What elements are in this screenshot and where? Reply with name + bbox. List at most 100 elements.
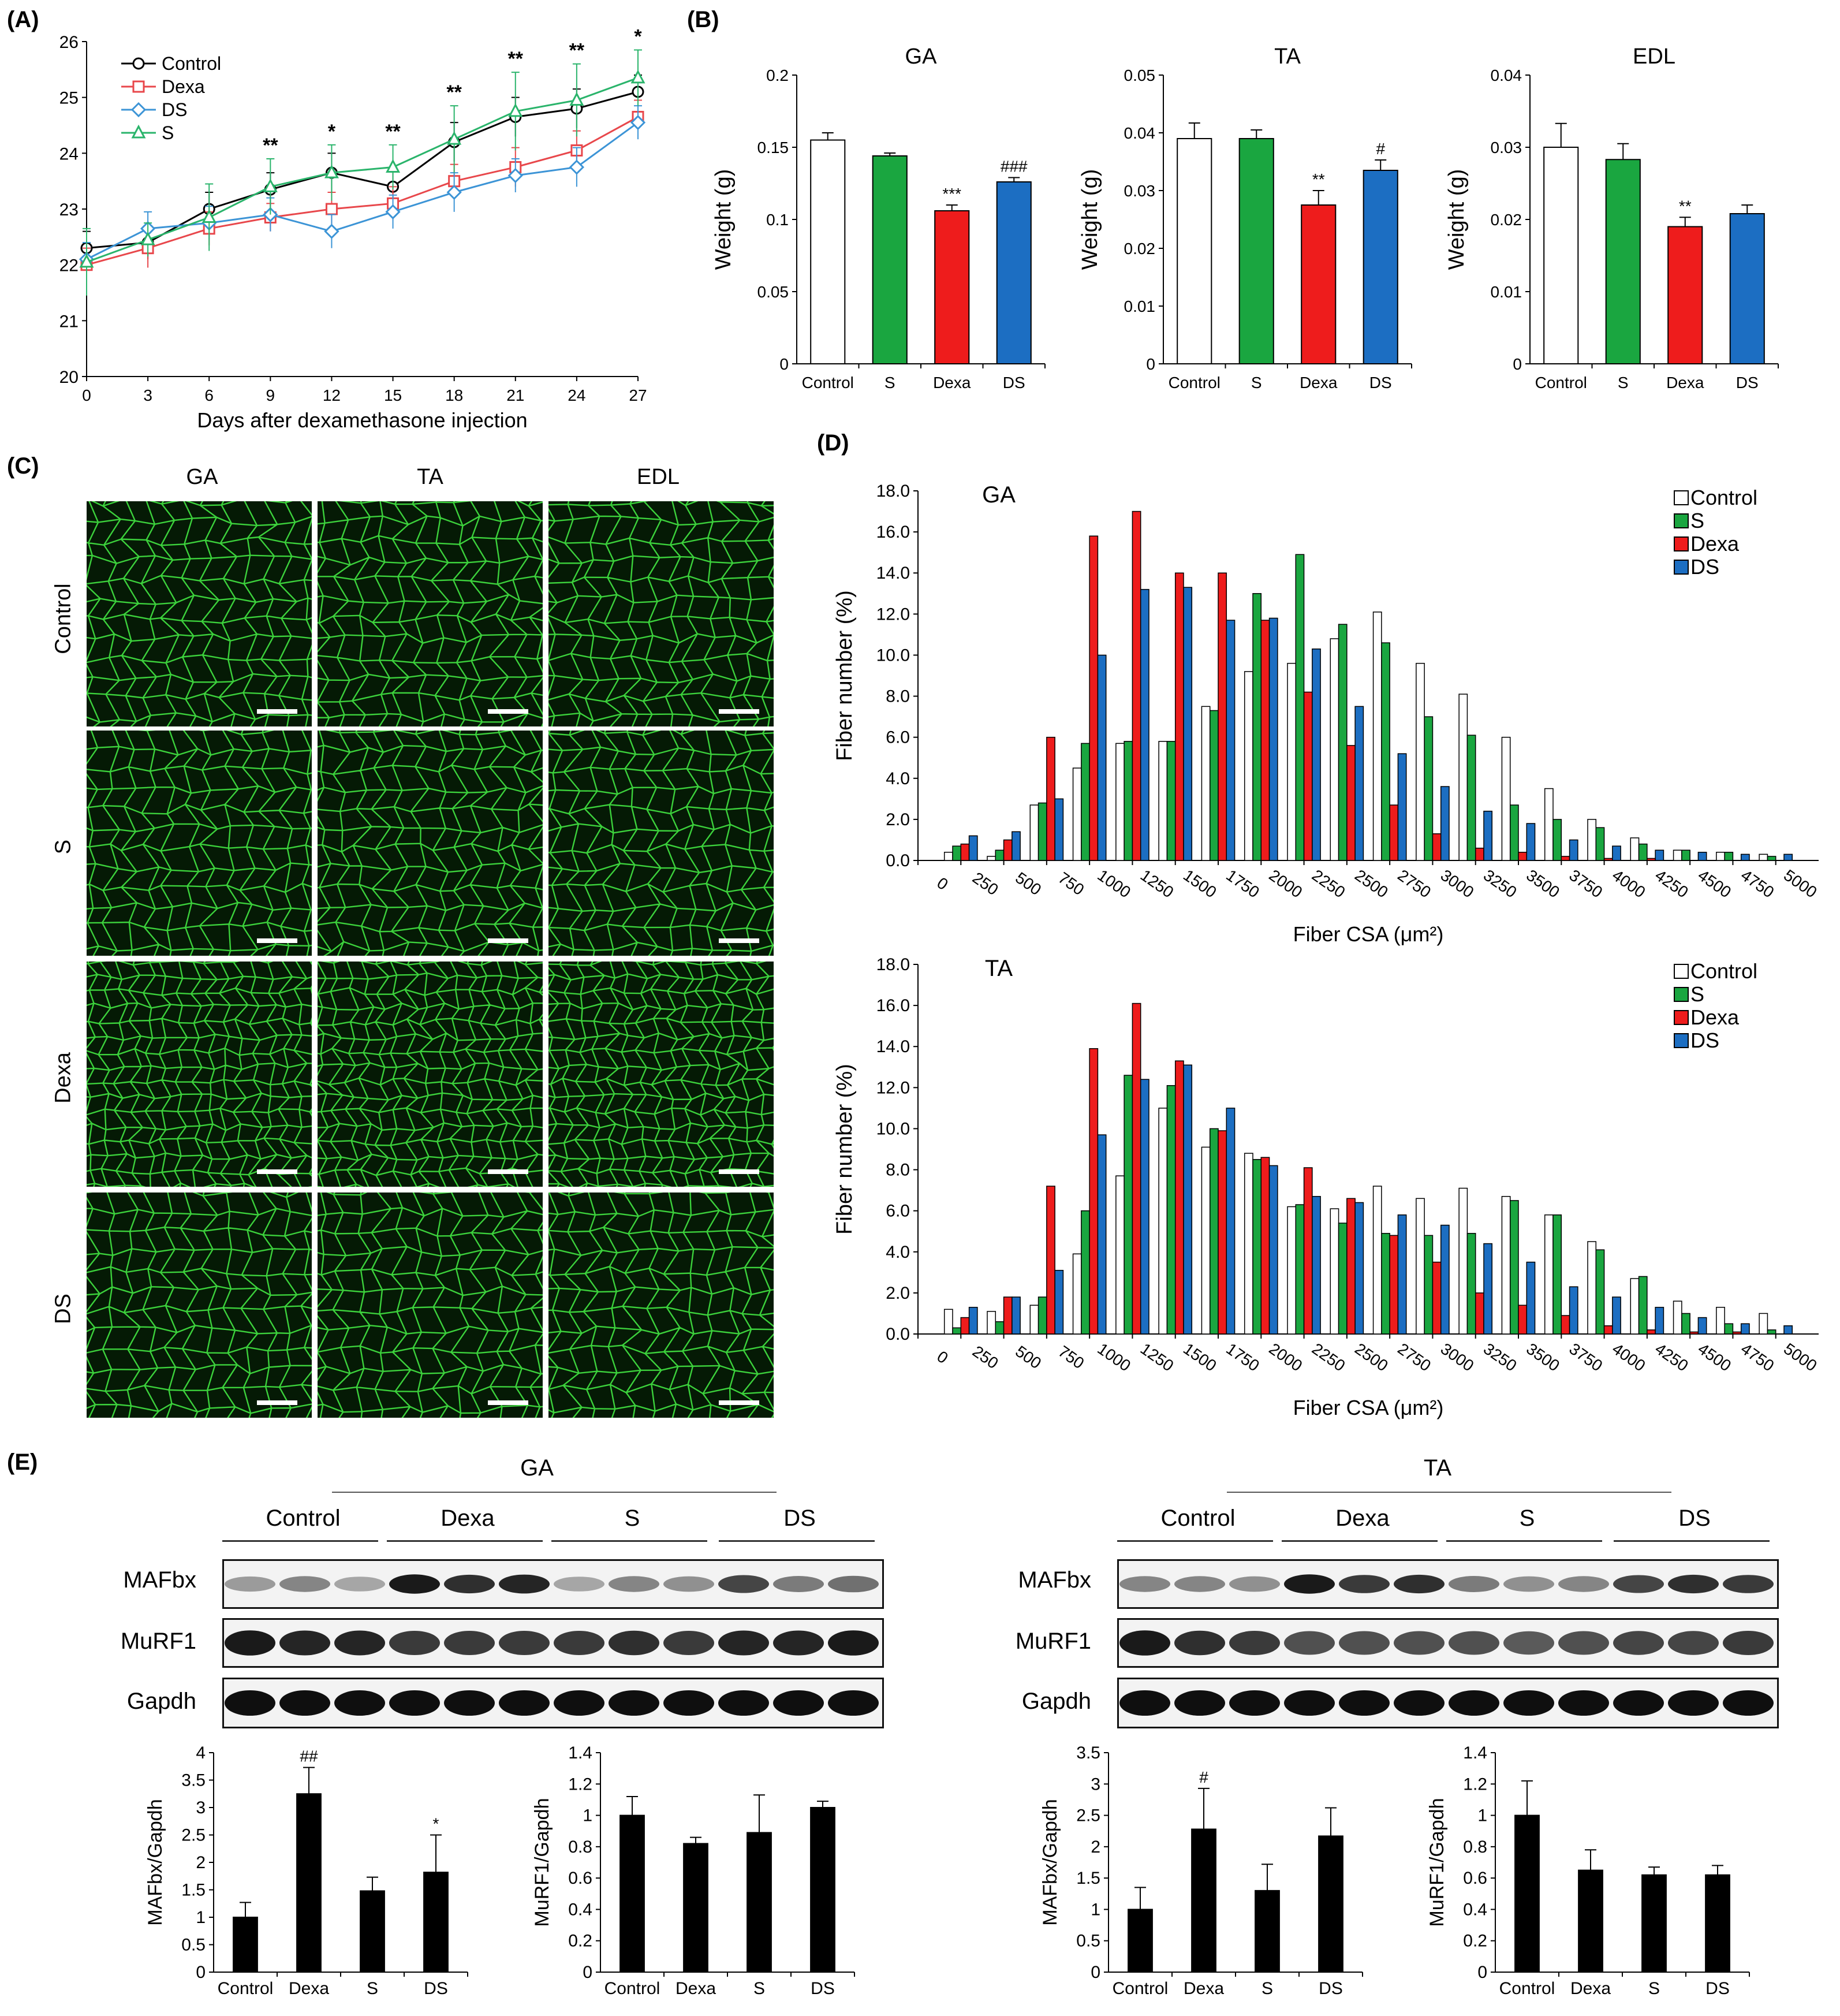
scale-bar — [719, 1169, 759, 1174]
blot-band — [609, 1576, 659, 1592]
bar-ds — [1397, 1214, 1407, 1335]
x-tick-label: 0 — [934, 874, 951, 893]
x-category-label: Control — [604, 1979, 660, 1998]
blot-band — [389, 1574, 440, 1594]
x-category-label: S — [753, 1979, 765, 1998]
bar-control — [943, 852, 953, 861]
micrograph-row-control: Control — [51, 583, 76, 654]
membrane-path — [87, 962, 312, 1187]
blot-ta-group-ds: DS — [1678, 1506, 1711, 1531]
bar-s — [1295, 554, 1305, 861]
x-category-label: S — [1261, 1979, 1273, 1998]
bar-s — [1641, 1874, 1667, 1973]
x-category-label: DS — [1003, 374, 1025, 392]
blot-band — [828, 1575, 879, 1593]
micrograph-col-ta: TA — [417, 465, 443, 489]
membrane-network — [87, 1193, 312, 1418]
y-axis-label: Weight (g) — [1078, 169, 1102, 270]
x-tick-label: 4500 — [1695, 1340, 1734, 1375]
bar-dexa — [1603, 1325, 1613, 1335]
bar-control — [1287, 1206, 1297, 1335]
x-tick-label: 1000 — [1094, 1340, 1134, 1375]
y-tick-label: 26 — [59, 33, 79, 52]
bar-s — [1552, 1214, 1562, 1335]
bar-dexa — [1732, 1331, 1742, 1335]
blot-band — [1394, 1574, 1445, 1594]
x-tick-label: 1250 — [1137, 1340, 1177, 1375]
bar-s — [1295, 1204, 1305, 1335]
blot-band — [663, 1576, 714, 1592]
y-tick-label: 0.04 — [1124, 124, 1156, 142]
x-tick-label: 2000 — [1266, 866, 1305, 901]
blot-band — [663, 1690, 714, 1716]
blot-ga-label-murf1: MuRF1 — [120, 1629, 196, 1654]
blot-band — [225, 1690, 275, 1716]
y-tick-label: 1.5 — [1076, 1869, 1100, 1888]
bar-chart-ga-murf1: 0 0.2 0.4 0.6 0.8 1 1.2 1.4 MuRF1/Gapdh Control De… — [531, 1743, 855, 1998]
bar-dexa — [683, 1843, 708, 1973]
y-axis-label: Fiber number (%) — [833, 590, 857, 761]
bar-s — [952, 845, 962, 861]
bar-control — [1501, 1196, 1511, 1335]
chart-title: TA — [1274, 44, 1301, 69]
x-category-label: Control — [1113, 1979, 1169, 1998]
legend-label: S — [1690, 982, 1704, 1006]
blot-strip — [1117, 1678, 1779, 1728]
significance-marker: # — [1376, 140, 1385, 158]
x-tick-label: 27 — [629, 386, 647, 404]
line-chart-body-weight: 20 21 22 23 24 25 26 0 3 6 9 12 15 18 21 24 27 Days after… — [59, 26, 647, 433]
bar-control — [1072, 767, 1082, 861]
x-category-label: DS — [1369, 374, 1392, 392]
legend-swatch — [1674, 536, 1689, 551]
bar-s — [1037, 802, 1047, 861]
bar-ds — [1569, 1286, 1578, 1335]
legend-marker — [131, 124, 146, 139]
bar-dexa — [1046, 736, 1055, 861]
y-tick-label: 3.5 — [1076, 1743, 1100, 1762]
micrograph-tile — [87, 731, 312, 956]
data-point-s — [140, 231, 155, 245]
bar-s — [1252, 593, 1262, 861]
data-point-ds — [569, 159, 585, 175]
bar-s — [872, 155, 908, 364]
scale-bar — [719, 709, 759, 714]
micrograph-tile — [318, 962, 543, 1187]
significance-marker: * — [634, 26, 642, 48]
bar-dexa — [1174, 572, 1184, 861]
bar-control — [1287, 662, 1297, 861]
blot-ta-label-mafbx: MAFbx — [1018, 1567, 1091, 1593]
x-category-label: Control — [218, 1979, 274, 1998]
bar-ds — [1183, 587, 1193, 861]
legend-marker — [132, 80, 145, 93]
y-tick-label: 24 — [59, 144, 79, 163]
histogram-fiber-csa-ga: GA 0.0 2.0 4.0 6.0 8.0 10.0 12.0 14.0 16.0 18.0 Fib… — [833, 482, 1820, 946]
blot-ga-underline-ds — [719, 1540, 875, 1542]
y-tick-label: 0.6 — [568, 1869, 592, 1888]
significance-marker: ** — [508, 48, 524, 70]
significance-marker: ** — [569, 40, 585, 62]
bar-s — [1338, 624, 1348, 861]
blot-band — [1339, 1575, 1390, 1593]
micrograph-col-ga: GA — [186, 465, 218, 489]
x-category-label: Dexa — [1666, 374, 1704, 392]
bar-s — [1124, 1075, 1133, 1335]
bar-control — [1029, 1305, 1039, 1335]
bar-ds — [1440, 786, 1450, 861]
bar-ds — [1729, 213, 1765, 364]
y-tick-label: 0 — [583, 1963, 592, 1982]
bar-ds — [1226, 1108, 1236, 1335]
bar-s — [995, 1321, 1005, 1335]
bar-control — [1158, 1108, 1168, 1335]
bar-s — [1037, 1296, 1047, 1335]
bar-control — [1177, 138, 1212, 364]
y-tick-label: 0.2 — [766, 66, 789, 84]
bar-control — [1244, 671, 1253, 861]
blot-band — [1613, 1690, 1664, 1716]
data-point-s — [324, 164, 339, 178]
blot-band — [334, 1630, 385, 1656]
y-tick-label: 10.0 — [876, 1119, 910, 1138]
x-tick-label: 5000 — [1781, 1340, 1820, 1375]
x-tick-label: 4750 — [1738, 866, 1778, 901]
legend-swatch — [1674, 490, 1689, 505]
